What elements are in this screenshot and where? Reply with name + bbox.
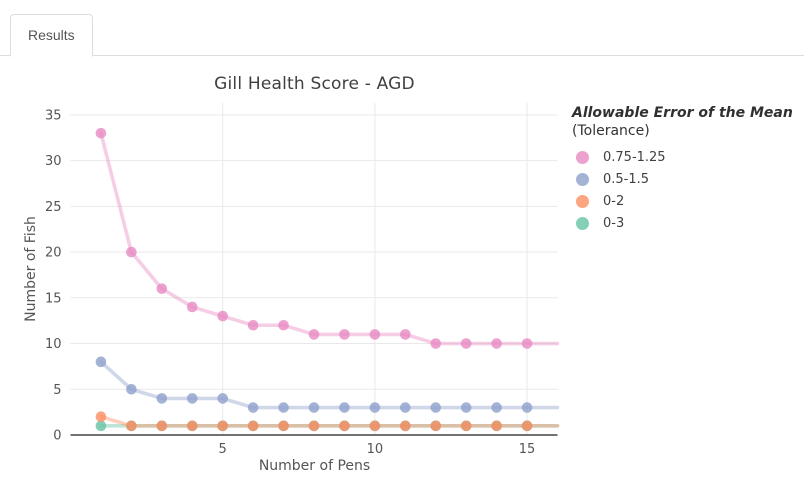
data-point-0.5-1.5 (369, 402, 381, 413)
data-point-0.75-1.25 (278, 319, 289, 331)
chart-title: Gill Health Score - AGD (214, 74, 415, 94)
y-tick-label: 20 (45, 246, 62, 261)
data-point-0-2 (247, 420, 259, 432)
legend-item-0.75-1.25[interactable]: 0.75-1.25 (572, 146, 798, 168)
data-point-0.5-1.5 (491, 402, 502, 413)
data-point-0.5-1.5 (278, 402, 289, 413)
legend-item-label: 0-2 (603, 193, 625, 209)
x-tick-label: 10 (367, 442, 384, 457)
x-tick-label: 15 (519, 442, 536, 457)
legend-item-0.5-1.5[interactable]: 0.5-1.5 (572, 168, 798, 190)
data-point-0-2 (217, 420, 228, 432)
y-tick-label: 35 (45, 108, 62, 123)
data-point-0-2 (491, 420, 502, 432)
legend-swatch-icon (576, 150, 589, 164)
data-point-0.75-1.25 (400, 329, 411, 340)
data-point-0.75-1.25 (460, 338, 472, 349)
data-point-0.75-1.25 (521, 338, 533, 349)
data-point-0.75-1.25 (156, 283, 168, 294)
data-point-0.75-1.25 (339, 329, 350, 340)
data-point-0-2 (521, 420, 533, 432)
data-point-0-2 (308, 420, 320, 432)
data-point-0-2 (430, 420, 442, 432)
data-point-0.5-1.5 (156, 393, 168, 404)
data-point-0.5-1.5 (460, 402, 472, 413)
series-line-0.75-1.25 (99, 131, 560, 346)
data-point-0.5-1.5 (308, 402, 320, 413)
data-point-0-2 (278, 420, 289, 432)
legend: Allowable Error of the Mean (Tolerance) … (572, 105, 798, 234)
data-point-0.5-1.5 (95, 356, 107, 368)
x-tick-label: 5 (219, 442, 227, 457)
y-tick-label: 0 (53, 429, 61, 444)
data-point-0.75-1.25 (217, 310, 228, 322)
y-tick-label: 15 (45, 291, 62, 306)
legend-item-label: 0.5-1.5 (603, 171, 650, 187)
tab-bar: Results (0, 0, 804, 57)
data-point-0-2 (400, 420, 411, 432)
tab-results-label: Results (28, 27, 75, 43)
legend-item-label: 0.75-1.25 (603, 149, 666, 165)
x-axis-title: Number of Pens (258, 458, 371, 474)
data-point-0-2 (369, 420, 381, 432)
series-line-0.5-1.5 (99, 360, 560, 410)
data-point-0.75-1.25 (308, 329, 320, 340)
data-point-0-3 (95, 420, 107, 432)
data-point-0.5-1.5 (521, 402, 533, 413)
data-point-0.75-1.25 (491, 338, 502, 349)
legend-items: 0.75-1.25 0.5-1.5 0-2 0-3 (572, 146, 798, 234)
data-point-0.75-1.25 (247, 319, 259, 331)
legend-swatch-icon (576, 194, 589, 208)
data-point-0-2 (156, 420, 168, 432)
data-point-0.75-1.25 (186, 301, 198, 313)
legend-title: Allowable Error of the Mean (572, 105, 793, 121)
legend-subtitle: (Tolerance) (572, 123, 650, 139)
data-point-0-2 (95, 411, 107, 423)
data-point-0.75-1.25 (95, 127, 107, 139)
data-point-0.5-1.5 (217, 393, 228, 404)
tab-results[interactable]: Results (10, 14, 93, 57)
data-point-0.5-1.5 (339, 402, 350, 413)
y-tick-label: 30 (45, 154, 62, 169)
data-point-0.5-1.5 (247, 402, 259, 413)
data-point-0-2 (339, 420, 350, 432)
data-point-0.5-1.5 (430, 402, 442, 413)
data-point-0.75-1.25 (126, 246, 137, 258)
data-point-0.75-1.25 (369, 329, 381, 340)
legend-item-label: 0-3 (603, 215, 625, 231)
legend-swatch-icon (576, 172, 589, 186)
legend-swatch-icon (576, 216, 589, 230)
y-tick-label: 10 (45, 337, 62, 352)
y-tick-label: 5 (53, 383, 61, 398)
y-axis-title: Number of Fish (23, 216, 39, 322)
data-point-0.75-1.25 (430, 338, 442, 349)
legend-item-0-2[interactable]: 0-2 (572, 190, 798, 212)
data-point-0-2 (186, 420, 198, 432)
y-tick-label: 25 (45, 200, 62, 215)
data-point-0-2 (460, 420, 472, 432)
data-point-0.5-1.5 (400, 402, 411, 413)
data-point-0.5-1.5 (126, 383, 137, 395)
legend-item-0-3[interactable]: 0-3 (572, 212, 798, 234)
data-point-0.5-1.5 (186, 393, 198, 404)
series-line-0-2 (99, 414, 560, 428)
data-point-0-2 (126, 420, 137, 432)
